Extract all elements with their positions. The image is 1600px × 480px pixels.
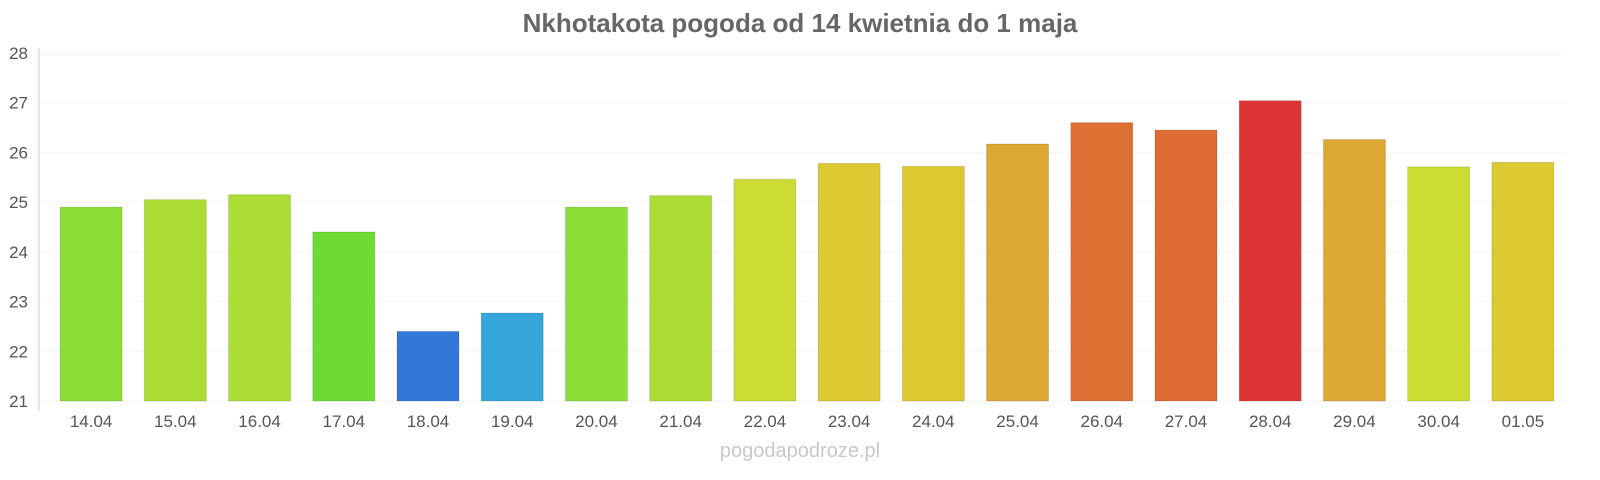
bar-18.04 [396, 330, 460, 402]
x-tick-label: 18.04 [407, 412, 450, 431]
y-tick-label: 22 [9, 342, 28, 361]
x-tick-label: 20.04 [575, 412, 618, 431]
x-tick-label: 27.04 [1165, 412, 1208, 431]
x-tick-label: 24.04 [912, 412, 955, 431]
chart-title: Nkhotakota pogoda od 14 kwietnia do 1 ma… [522, 8, 1078, 38]
y-tick-label: 28 [9, 44, 28, 63]
x-tick-label: 26.04 [1081, 412, 1124, 431]
bar-26.04 [1070, 122, 1134, 402]
bar-30.04 [1407, 166, 1471, 402]
y-tick-label: 25 [9, 193, 28, 212]
y-tick-label: 27 [9, 94, 28, 113]
bar-16.04 [228, 194, 292, 402]
bar-25.04 [986, 143, 1050, 402]
bar-23.04 [817, 162, 881, 402]
x-tick-label: 17.04 [323, 412, 366, 431]
x-tick-label: 14.04 [70, 412, 113, 431]
x-tick-label: 21.04 [659, 412, 702, 431]
x-tick-label: 19.04 [491, 412, 534, 431]
bar-22.04 [733, 178, 797, 402]
y-tick-label: 23 [9, 293, 28, 312]
y-tick-label: 24 [9, 243, 28, 262]
bar-27.04 [1154, 129, 1218, 402]
x-tick-label: 30.04 [1417, 412, 1460, 431]
bar-01.05 [1491, 161, 1555, 402]
x-tick-label: 01.05 [1502, 412, 1545, 431]
bar-24.04 [901, 165, 965, 402]
x-tick-label: 29.04 [1333, 412, 1376, 431]
y-tick-label: 21 [9, 392, 28, 411]
bar-19.04 [480, 312, 544, 402]
x-tick-label: 25.04 [996, 412, 1039, 431]
watermark-link[interactable]: pogodapodroze.pl [719, 440, 881, 462]
x-tick-label: 16.04 [238, 412, 281, 431]
x-tick-label: 15.04 [154, 412, 197, 431]
x-tick-label: 28.04 [1249, 412, 1292, 431]
x-tick-label: 22.04 [744, 412, 787, 431]
bar-20.04 [564, 206, 628, 402]
x-tick-label: 23.04 [828, 412, 871, 431]
bar-15.04 [143, 199, 207, 402]
bar-29.04 [1322, 139, 1386, 402]
y-tick-label: 26 [9, 143, 28, 162]
bar-21.04 [649, 195, 713, 402]
bar-14.04 [59, 206, 123, 402]
bar-17.04 [312, 231, 376, 402]
bar-28.04 [1238, 100, 1302, 402]
